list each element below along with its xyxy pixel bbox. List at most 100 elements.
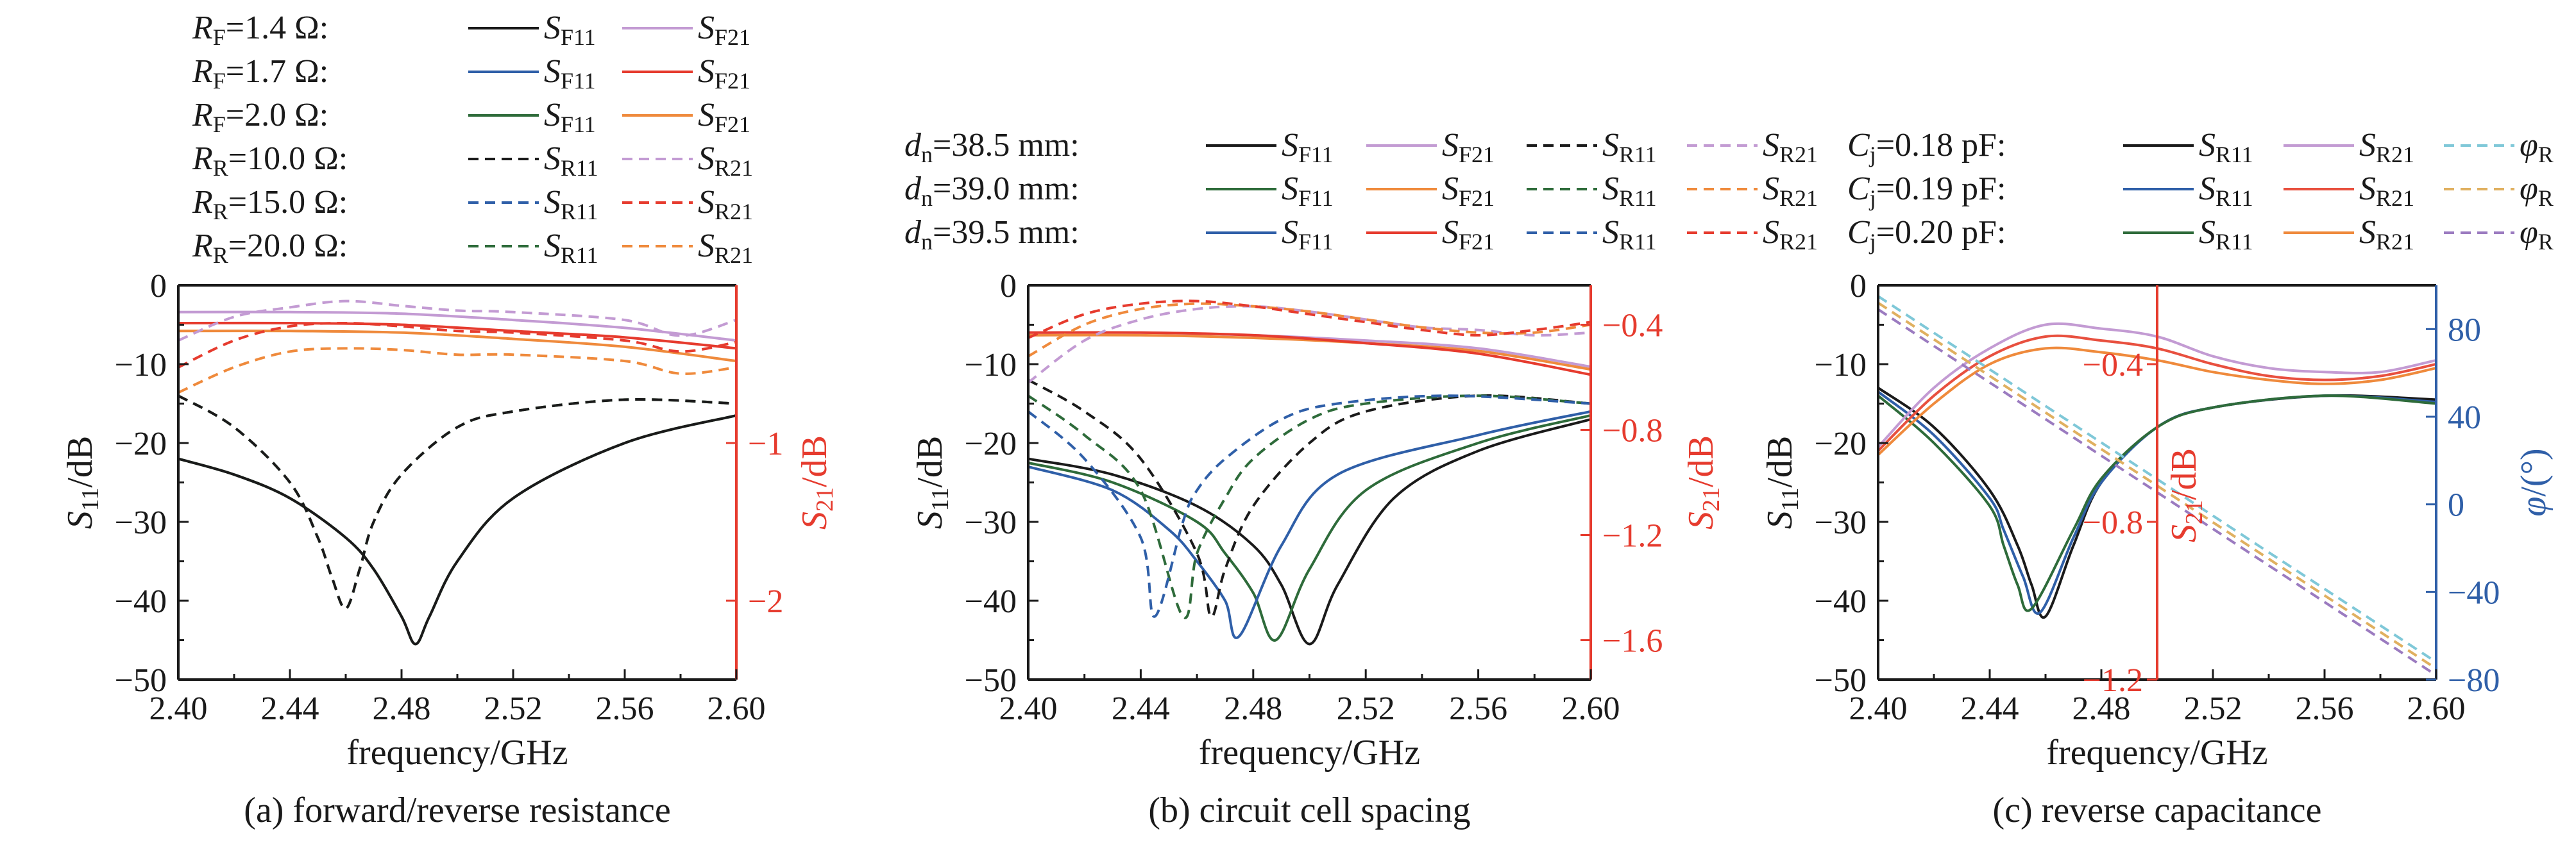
y-tick-label: 0 [1850, 268, 1867, 305]
x-tick-label: 2.60 [1562, 690, 1620, 727]
legend-entry-label: SR21 [698, 140, 753, 181]
x-tick-label: 2.56 [2296, 690, 2354, 727]
legend-entry-label: SR21 [1763, 171, 1818, 211]
y3-axis-label: φ/(°) [2514, 448, 2554, 516]
y3-tick-label: −40 [2448, 574, 2500, 611]
y2-tick-label: −2 [748, 583, 783, 620]
series-line-4 [178, 394, 736, 610]
legend-entry-label: SR21 [2359, 214, 2414, 255]
legend-entry-label: SF21 [1442, 127, 1495, 167]
y-tick-label: −20 [965, 426, 1017, 462]
chart-panel-1: 2.40 2.44 2.48 2.52 2.56 2.60 0 −10 −20 −30 −40 −50… [60, 10, 838, 830]
y-axis-label: S11/dB [910, 436, 954, 530]
legend-entry-label: SF11 [544, 10, 596, 50]
chart-panel-3: 2.40 2.44 2.48 2.52 2.56 2.60 0 −10 −20 −30 −40 −50… [1760, 127, 2554, 830]
legend-row-label: RR=15.0 Ω: [192, 184, 348, 224]
x-tick-label: 2.60 [2407, 690, 2466, 727]
legend-row-label: RR=10.0 Ω: [192, 140, 348, 181]
y2-tick-label: −0.8 [2083, 505, 2143, 541]
legend-row-label: dn=38.5 mm: [904, 127, 1080, 167]
x-tick-label: 2.40 [1849, 690, 1908, 727]
x-tick-label: 2.40 [999, 690, 1058, 727]
legend-entry-label: φR [2520, 127, 2554, 167]
y-tick-label: 0 [150, 268, 167, 305]
legend-entry-label: SR11 [544, 184, 598, 224]
series-line-4 [1028, 378, 1591, 618]
legend-row-label: Cj=0.19 pF: [1847, 171, 2006, 211]
x-tick-label: 2.44 [261, 690, 319, 727]
legend-entry-label: SF11 [544, 97, 596, 137]
y-tick-label: −20 [115, 426, 167, 462]
series-line-10 [1028, 305, 1591, 384]
series-line-8 [1028, 333, 1591, 371]
x-axis-label: frequency/GHz [2046, 733, 2267, 773]
legend-row-label: RF=1.7 Ω: [192, 53, 328, 94]
series-line-1 [178, 414, 736, 646]
x-tick-label: 2.56 [596, 690, 654, 727]
series-line-9 [1028, 331, 1591, 376]
x-axis-label: frequency/GHz [1199, 733, 1420, 773]
x-tick-label: 2.48 [2072, 690, 2131, 727]
legend-entry-label: φR [2520, 214, 2554, 255]
legend-row-label: RR=20.0 Ω: [192, 228, 348, 268]
y2-axis-label: S21/dB [1681, 435, 1725, 530]
legend-entry-label: SR11 [544, 140, 598, 181]
y-tick-label: 0 [1000, 268, 1017, 305]
legend-entry-label: SR11 [1602, 171, 1657, 211]
y-axis-label: S11/dB [1760, 436, 1804, 530]
legend-entry-label: SF11 [1282, 171, 1334, 211]
legend-entry-label: SR11 [1602, 214, 1657, 255]
series-line-10 [178, 347, 736, 394]
legend-entry-label: SF11 [1282, 127, 1334, 167]
y2-tick-label: −0.4 [1602, 308, 1663, 344]
legend-entry-label: SR11 [2199, 171, 2253, 211]
y2-tick-label: −1 [748, 426, 783, 462]
x-tick-label: 2.60 [708, 690, 766, 727]
x-tick-label: 2.52 [484, 690, 543, 727]
series-group [1028, 299, 1591, 646]
series-line-5 [1878, 334, 2436, 452]
legend-entry-label: SF11 [544, 53, 596, 94]
legend: dn=38.5 mm: SF11 SF21 SR11 SR21 dn=39.0 mm: SF… [904, 127, 1818, 255]
y2-axis-label: S21/dB [795, 435, 838, 530]
legend-entry-label: SF21 [698, 97, 750, 137]
y3-tick-label: −80 [2448, 662, 2500, 699]
series-line-12 [1028, 299, 1591, 339]
y-tick-label: −50 [115, 662, 167, 699]
x-tick-label: 2.48 [373, 690, 431, 727]
series-line-4 [1878, 322, 2436, 448]
legend-entry-label: SF21 [698, 53, 750, 94]
legend-entry-label: SR21 [698, 184, 753, 224]
x-tick-label: 2.44 [1112, 690, 1170, 727]
x-tick-label: 2.48 [1224, 690, 1282, 727]
legend: Cj=0.18 pF: SR11 SR21 φR Cj=0.19 pF: SR11 SR21… [1847, 127, 2554, 255]
legend-row-label: dn=39.5 mm: [904, 214, 1080, 255]
legend-row-label: dn=39.0 mm: [904, 171, 1080, 211]
panel-caption: (a) forward/reverse resistance [244, 791, 670, 830]
y-tick-label: −10 [115, 347, 167, 383]
legend-entry-label: SR21 [1763, 127, 1818, 167]
y-tick-label: −10 [965, 347, 1017, 383]
x-tick-label: 2.52 [1337, 690, 1395, 727]
legend-entry-label: SF11 [1282, 214, 1334, 255]
legend-entry-label: SR11 [544, 228, 598, 268]
y-tick-label: −20 [1815, 426, 1867, 462]
legend-row-label: RF=2.0 Ω: [192, 97, 328, 137]
legend-entry-label: SR11 [1602, 127, 1657, 167]
series-line-2 [1028, 414, 1591, 642]
y-tick-label: −30 [965, 505, 1017, 541]
y2-axis-label: S21/dB [2164, 448, 2208, 542]
legend-row-label: Cj=0.20 pF: [1847, 214, 2006, 255]
panel-caption: (b) circuit cell spacing [1148, 791, 1470, 830]
y-tick-label: −40 [965, 583, 1017, 620]
y2-tick-label: −1.2 [1602, 518, 1663, 555]
legend-row-label: RF=1.4 Ω: [192, 10, 328, 50]
legend-entry-label: SF21 [698, 10, 750, 50]
legend-entry-label: φR [2520, 171, 2554, 211]
series-line-9 [178, 321, 736, 369]
legend-entry-label: SF21 [1442, 171, 1495, 211]
series-line-5 [178, 310, 736, 342]
y-tick-label: −50 [965, 662, 1017, 699]
y-tick-label: −10 [1815, 347, 1867, 383]
